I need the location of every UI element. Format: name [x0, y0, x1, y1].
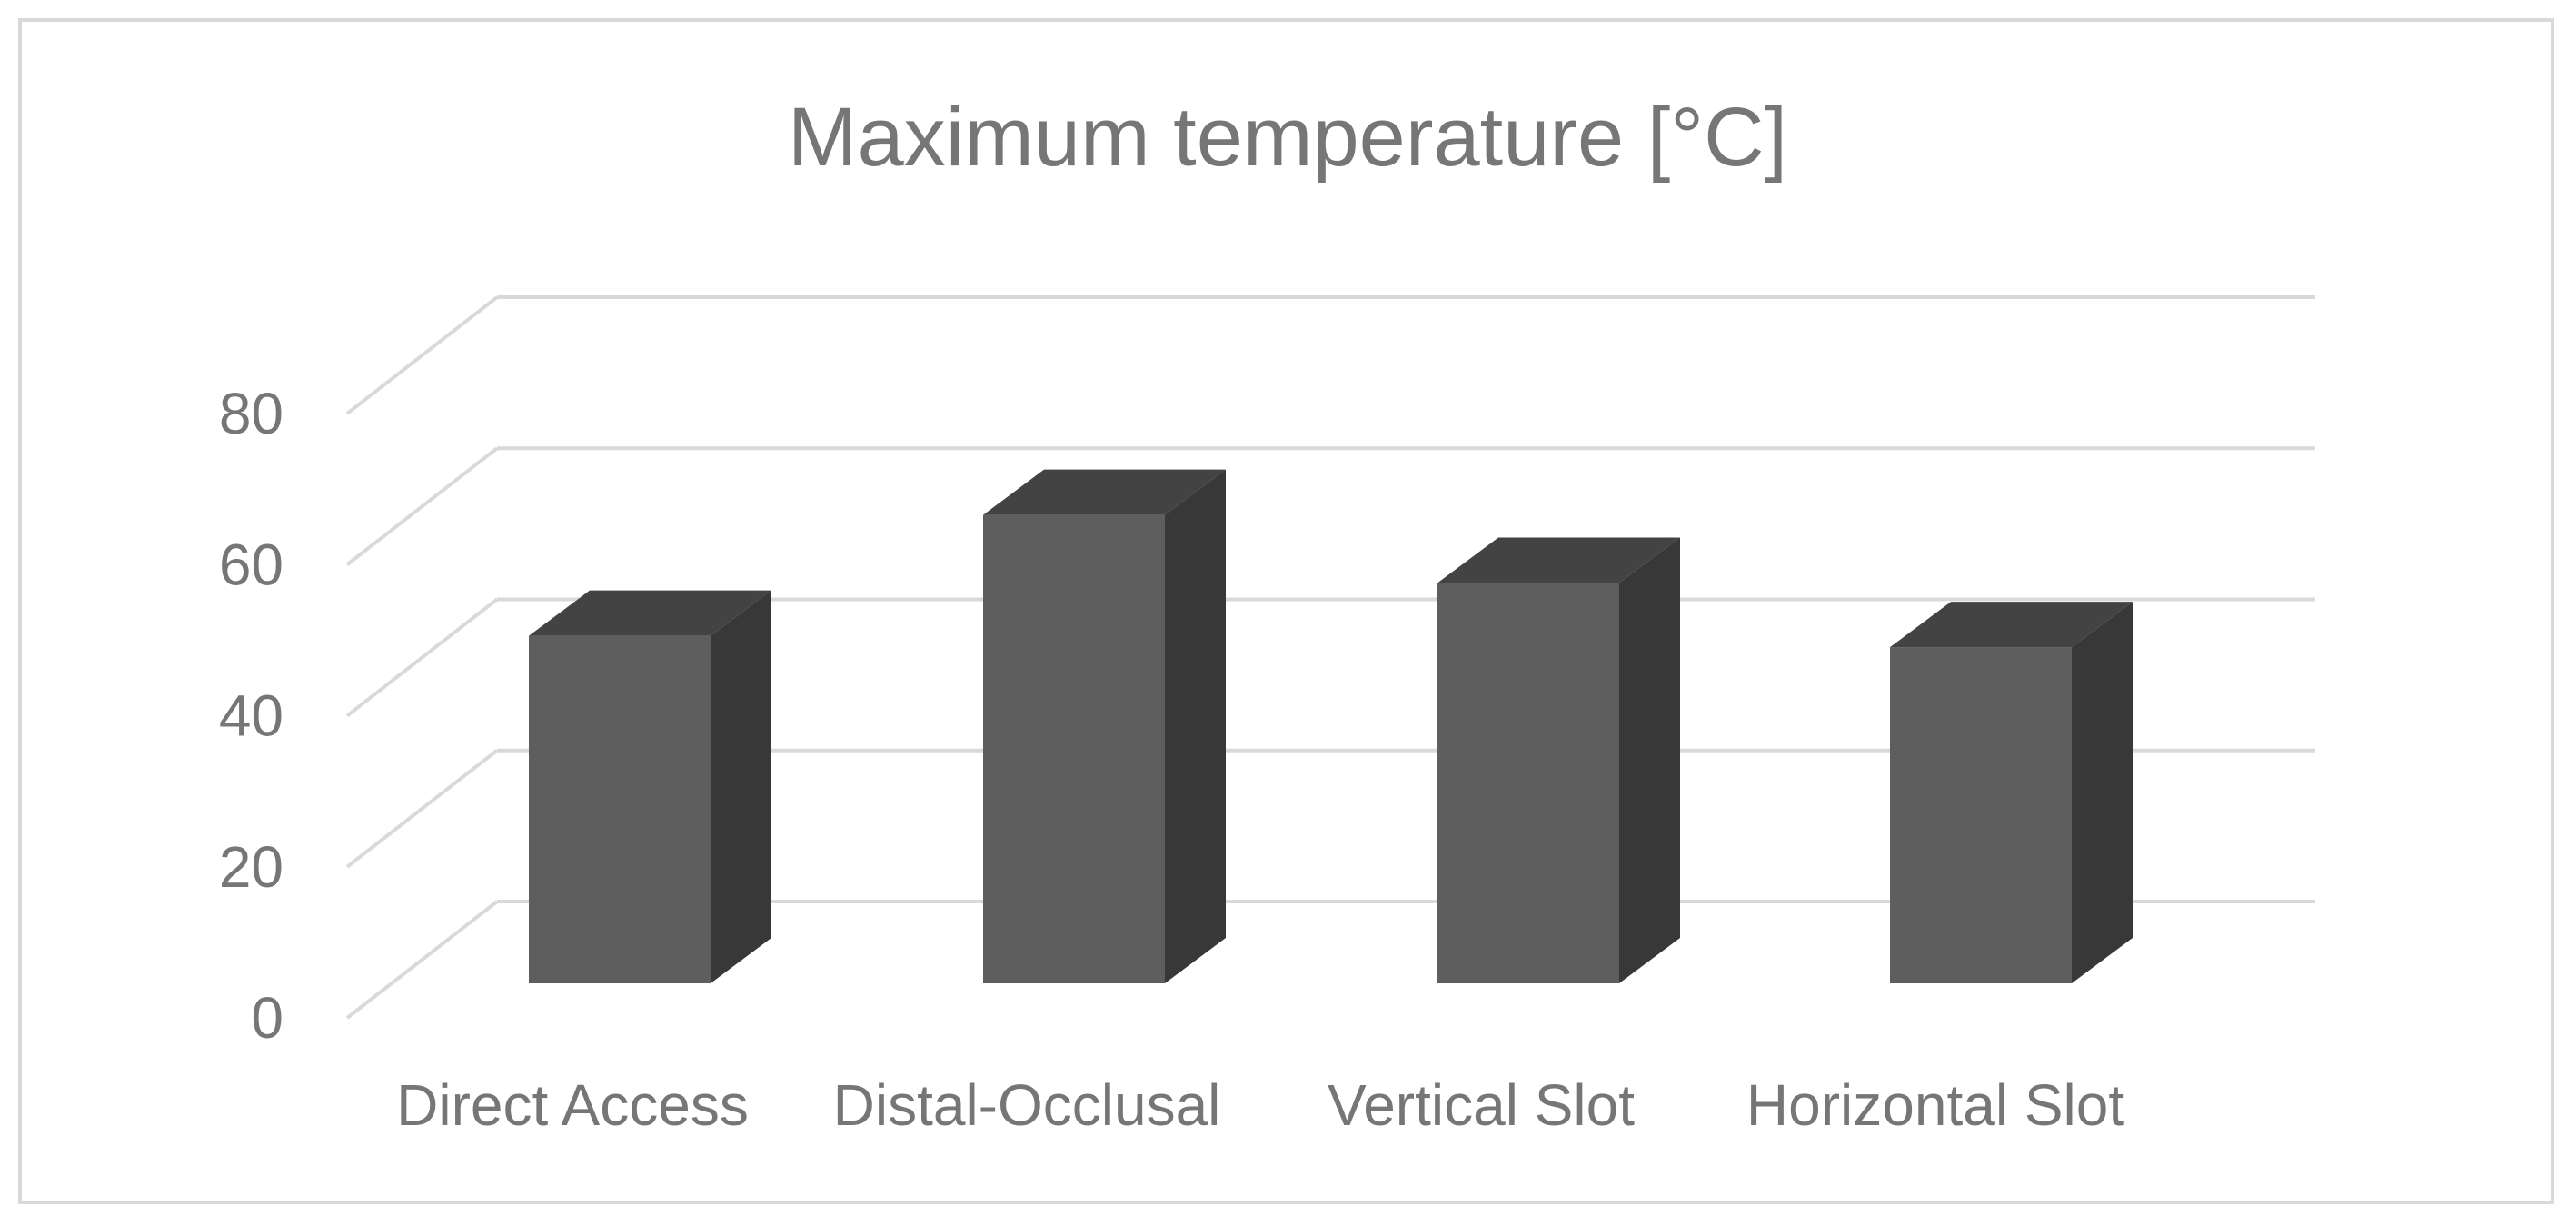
bar — [529, 590, 771, 983]
bar-side-face — [1165, 469, 1226, 983]
gridline-diagonal — [345, 900, 499, 1020]
bars — [529, 469, 2133, 983]
x-tick-label: Distal-Occlusal — [833, 1072, 1221, 1138]
bar-side-face — [711, 590, 771, 983]
bar-top-face — [1890, 602, 2133, 648]
y-tick-label: 80 — [219, 381, 283, 446]
gridline-diagonal — [345, 446, 499, 566]
bar-front-face — [1890, 647, 2072, 983]
y-tick-label: 40 — [219, 683, 283, 749]
x-tick-label: Direct Access — [396, 1072, 749, 1138]
bar-top-face — [529, 590, 771, 636]
y-tick-label: 60 — [219, 532, 283, 597]
bar — [983, 469, 1226, 983]
bar-side-face — [2072, 602, 2133, 983]
x-tick-label: Vertical Slot — [1328, 1072, 1635, 1138]
x-tick-label: Horizontal Slot — [1746, 1072, 2124, 1138]
bar-front-face — [1437, 583, 1619, 983]
y-tick-label: 0 — [251, 985, 283, 1051]
bar — [1890, 602, 2133, 983]
bar-front-face — [529, 635, 711, 983]
gridline-diagonal — [345, 597, 499, 718]
bar-side-face — [1619, 537, 1680, 983]
y-tick-label: 20 — [219, 834, 283, 900]
bar — [1437, 537, 1680, 983]
bar-top-face — [983, 469, 1226, 515]
gridline-diagonal — [345, 295, 499, 415]
bar-front-face — [983, 514, 1165, 983]
bar-top-face — [1437, 537, 1680, 583]
gridline-diagonal — [345, 749, 499, 869]
chart-title: Maximum temperature [°C] — [788, 91, 1787, 184]
y-axis-tick-labels: 0 20 40 60 80 — [219, 381, 283, 1051]
x-axis-category-labels: Direct Access Distal-Occlusal Vertical Slo… — [396, 1072, 2124, 1138]
